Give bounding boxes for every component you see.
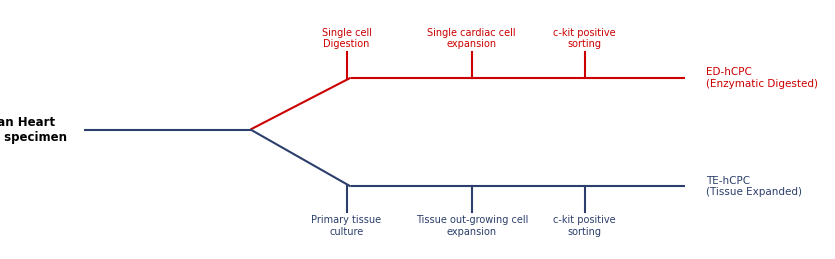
- Text: ED-hCPC
(Enzymatic Digested): ED-hCPC (Enzymatic Digested): [706, 67, 817, 89]
- Text: c-kit positive
sorting: c-kit positive sorting: [553, 215, 616, 236]
- Text: TE-hCPC
(Tissue Expanded): TE-hCPC (Tissue Expanded): [706, 176, 802, 197]
- Text: Single cardiac cell
expansion: Single cardiac cell expansion: [428, 28, 516, 49]
- Text: Tissue out-growing cell
expansion: Tissue out-growing cell expansion: [416, 215, 528, 236]
- Text: Single cell
Digestion: Single cell Digestion: [321, 28, 372, 49]
- Text: Primary tissue
culture: Primary tissue culture: [311, 215, 382, 236]
- Text: c-kit positive
sorting: c-kit positive sorting: [553, 28, 616, 49]
- Text: Human Heart
Biopsy specimen: Human Heart Biopsy specimen: [0, 116, 67, 143]
